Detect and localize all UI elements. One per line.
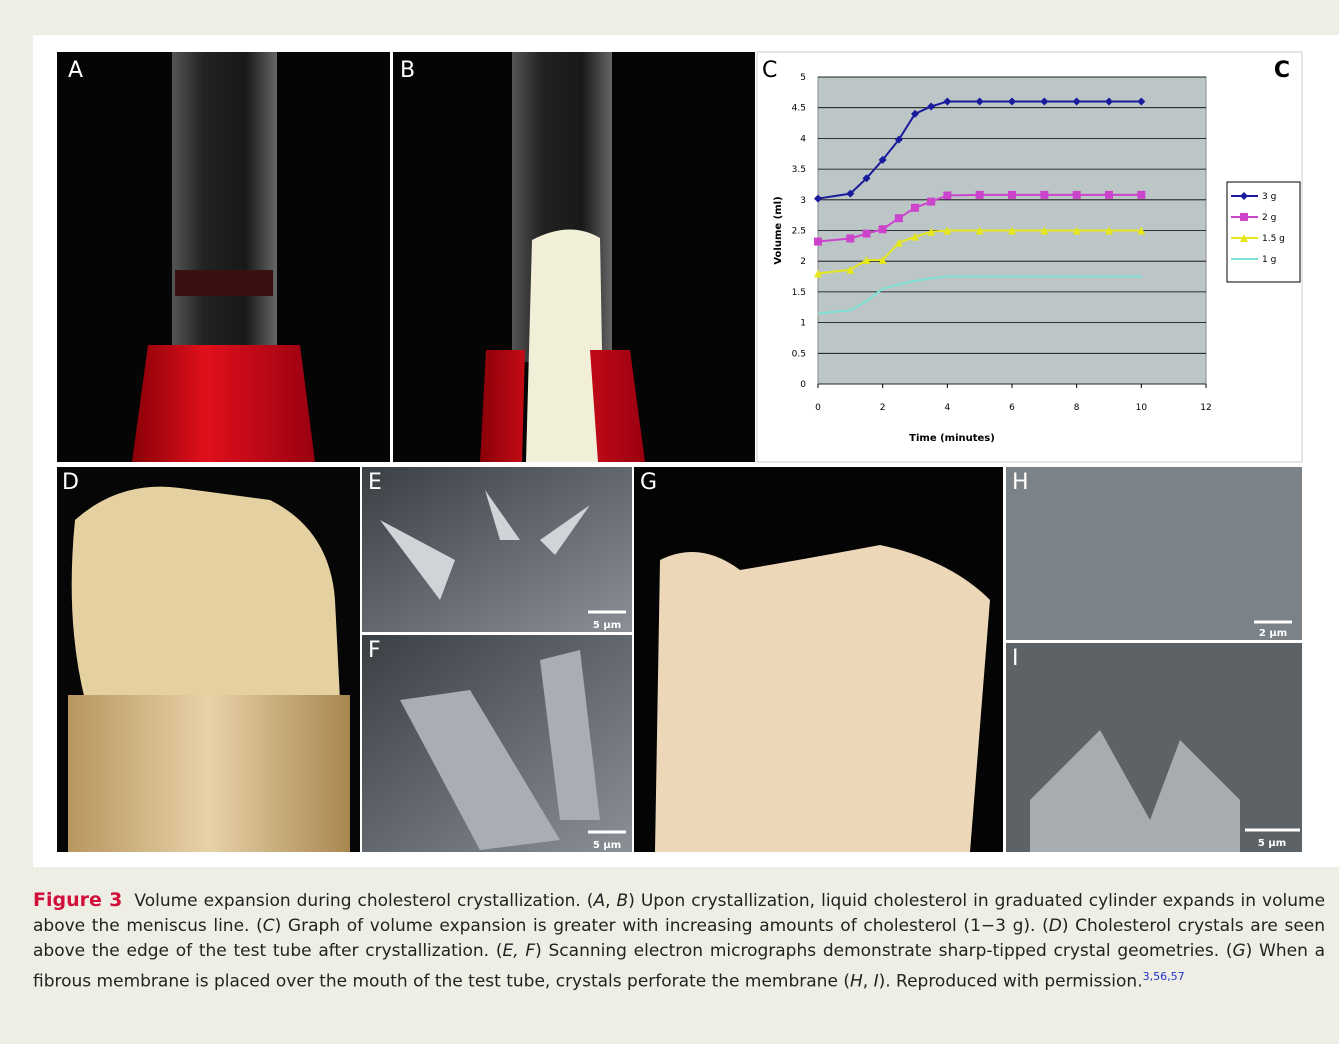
y-tick-label: 4 xyxy=(800,134,806,144)
marker xyxy=(863,230,871,238)
y-tick-label: 3.5 xyxy=(792,165,806,175)
caption-text: D xyxy=(1049,916,1062,936)
caption-text: A xyxy=(593,891,605,911)
photo-h xyxy=(1006,467,1302,640)
panel-label: F xyxy=(368,638,381,663)
legend-label: 1.5 g xyxy=(1262,234,1285,244)
marker xyxy=(1137,191,1145,199)
panel-label: E xyxy=(368,470,382,495)
caption-text: , xyxy=(863,972,874,992)
x-tick-label: 2 xyxy=(880,403,886,413)
caption-text: C xyxy=(263,916,275,936)
x-tick-label: 4 xyxy=(944,403,950,413)
caption-text: E, F xyxy=(502,941,535,961)
stand xyxy=(132,345,315,462)
x-tick-label: 10 xyxy=(1136,403,1148,413)
marker xyxy=(814,238,822,246)
caption-text: ). Reproduced with permission. xyxy=(879,972,1143,992)
caption-text: , xyxy=(605,891,616,911)
legend-label: 3 g xyxy=(1262,192,1276,202)
marker xyxy=(1040,191,1048,199)
y-tick-label: 2 xyxy=(800,257,806,267)
panel-label: B xyxy=(400,58,415,83)
legend-label: 2 g xyxy=(1262,213,1276,223)
y-tick-label: 1.5 xyxy=(792,288,806,298)
marker xyxy=(879,225,887,233)
y-tick-label: 0 xyxy=(800,380,806,390)
cylinder xyxy=(172,52,277,352)
figure: A B C C 0 0.5 1 1.5 2 2.5 3 3.5 4 4.5 5 0 2 4 6 8 10 12 Ti… xyxy=(0,0,1339,870)
caption-text: H xyxy=(850,972,863,992)
y-tick-label: 1 xyxy=(800,319,806,329)
panel-label: D xyxy=(62,470,79,495)
scale-label: 5 μm xyxy=(1258,838,1286,849)
caption-text: ) Scanning electron micrographs demonstr… xyxy=(535,941,1232,961)
x-tick-label: 8 xyxy=(1074,403,1080,413)
panel-label: C xyxy=(762,58,777,83)
page: A B C C 0 0.5 1 1.5 2 2.5 3 3.5 4 4.5 5 0 2 4 6 8 10 12 Ti… xyxy=(0,0,1339,1044)
marker xyxy=(895,214,903,222)
scale-label: 5 μm xyxy=(593,840,621,851)
marker xyxy=(911,204,919,212)
x-axis-label: Time (minutes) xyxy=(909,433,995,444)
membrane xyxy=(655,545,990,852)
y-tick-label: 4.5 xyxy=(792,104,806,114)
caption-text: G xyxy=(1232,941,1245,961)
legend-label: 1 g xyxy=(1262,255,1276,265)
scale-label: 5 μm xyxy=(593,620,621,631)
x-tick-label: 0 xyxy=(815,403,821,413)
y-tick-label: 2.5 xyxy=(792,227,806,237)
caption-text: Volume expansion during cholesterol crys… xyxy=(134,891,593,911)
marker xyxy=(846,234,854,242)
y-tick-label: 3 xyxy=(800,196,806,206)
marker xyxy=(976,191,984,199)
scale-label: 2 μm xyxy=(1259,628,1287,639)
caption-label: Figure 3 xyxy=(33,889,122,911)
marker xyxy=(1008,191,1016,199)
panel-label: C xyxy=(1274,58,1290,83)
caption-text: ) Graph of volume expansion is greater w… xyxy=(275,916,1049,936)
marker xyxy=(1105,191,1113,199)
cholesterol xyxy=(526,229,604,462)
panel-label: A xyxy=(68,58,83,83)
panel-label: H xyxy=(1012,470,1029,495)
tube xyxy=(68,695,350,852)
marker xyxy=(1240,213,1248,221)
marker xyxy=(1073,191,1081,199)
caption-text: B xyxy=(617,891,629,911)
x-tick-label: 12 xyxy=(1200,403,1211,413)
y-axis-label: Volume (ml) xyxy=(773,196,784,264)
marker xyxy=(927,198,935,206)
panel-label: G xyxy=(640,470,657,495)
caption: Figure 3 Volume expansion during cholest… xyxy=(33,888,1325,995)
liquid xyxy=(175,270,273,296)
panel-label: I xyxy=(1012,646,1019,671)
y-tick-label: 5 xyxy=(800,73,806,83)
marker xyxy=(943,192,951,200)
y-tick-label: 0.5 xyxy=(792,349,806,359)
x-tick-label: 6 xyxy=(1009,403,1015,413)
reference[interactable]: 3,56,57 xyxy=(1143,970,1185,983)
